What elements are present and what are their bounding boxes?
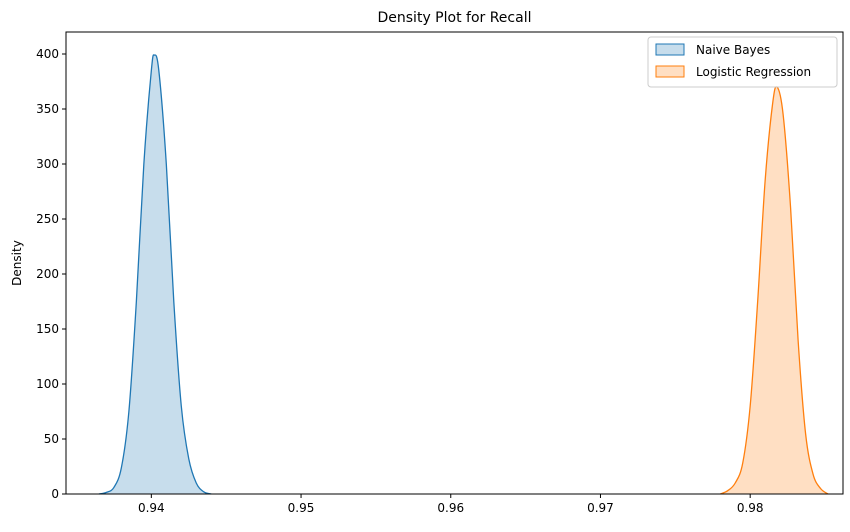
density-line-naive-bayes [98,54,212,495]
y-tick-label: 0 [51,487,59,501]
y-tick-label: 100 [36,377,59,391]
y-tick-label: 150 [36,322,59,336]
y-axis: 0 50 100 150 200 250 300 350 400 [36,47,66,501]
plot-frame [65,31,844,495]
density-area-logistic-regression [720,86,829,495]
chart-title: Density Plot for Recall [378,10,532,26]
x-tick-label: 0.97 [587,501,614,515]
x-tick-label: 0.96 [437,501,464,515]
legend: Naive Bayes Logistic Regression [647,36,838,88]
legend-frame [647,36,838,88]
y-tick-label: 300 [36,157,59,171]
y-axis-label: Density [10,240,24,286]
y-tick-label: 400 [36,47,59,61]
legend-swatch-naive-bayes [655,43,685,56]
legend-swatch-logistic-regression [655,65,685,78]
y-tick-label: 250 [36,212,59,226]
y-tick-label: 350 [36,102,59,116]
y-tick-label: 200 [36,267,59,281]
density-area-naive-bayes [98,54,212,495]
y-tick-label: 50 [44,432,59,446]
x-axis: 0.94 0.95 0.96 0.97 0.98 [138,494,764,515]
legend-label-logistic-regression: Logistic Regression [696,65,811,79]
x-tick-label: 0.98 [737,501,764,515]
legend-label-naive-bayes: Naive Bayes [696,43,770,57]
plot-layer [98,54,829,495]
density-line-logistic-regression [719,85,829,495]
x-tick-label: 0.94 [138,501,165,515]
x-tick-label: 0.95 [288,501,315,515]
